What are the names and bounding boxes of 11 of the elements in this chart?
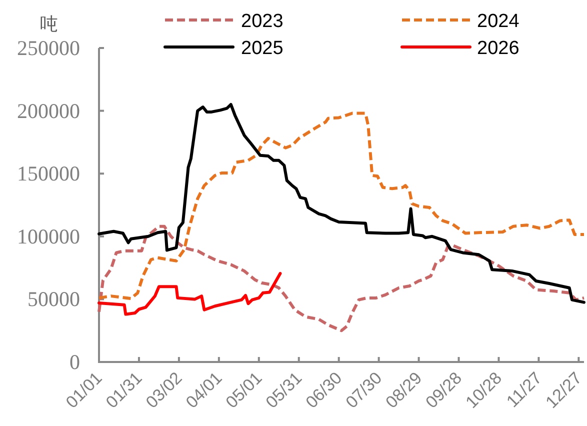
y-tick-label: 250000 [17, 36, 80, 60]
y-tick-label: 150000 [17, 162, 80, 186]
y-tick-label: 0 [70, 350, 80, 374]
legend-label: 2026 [477, 38, 520, 59]
legend-label: 2023 [241, 11, 284, 32]
legend-label: 2024 [477, 11, 520, 32]
legend-label: 2025 [241, 38, 284, 59]
y-tick-label: 200000 [17, 98, 80, 123]
y-tick-label: 50000 [28, 287, 80, 312]
ylabel: 吨 [40, 14, 58, 35]
y-tick-label: 100000 [17, 224, 80, 248]
